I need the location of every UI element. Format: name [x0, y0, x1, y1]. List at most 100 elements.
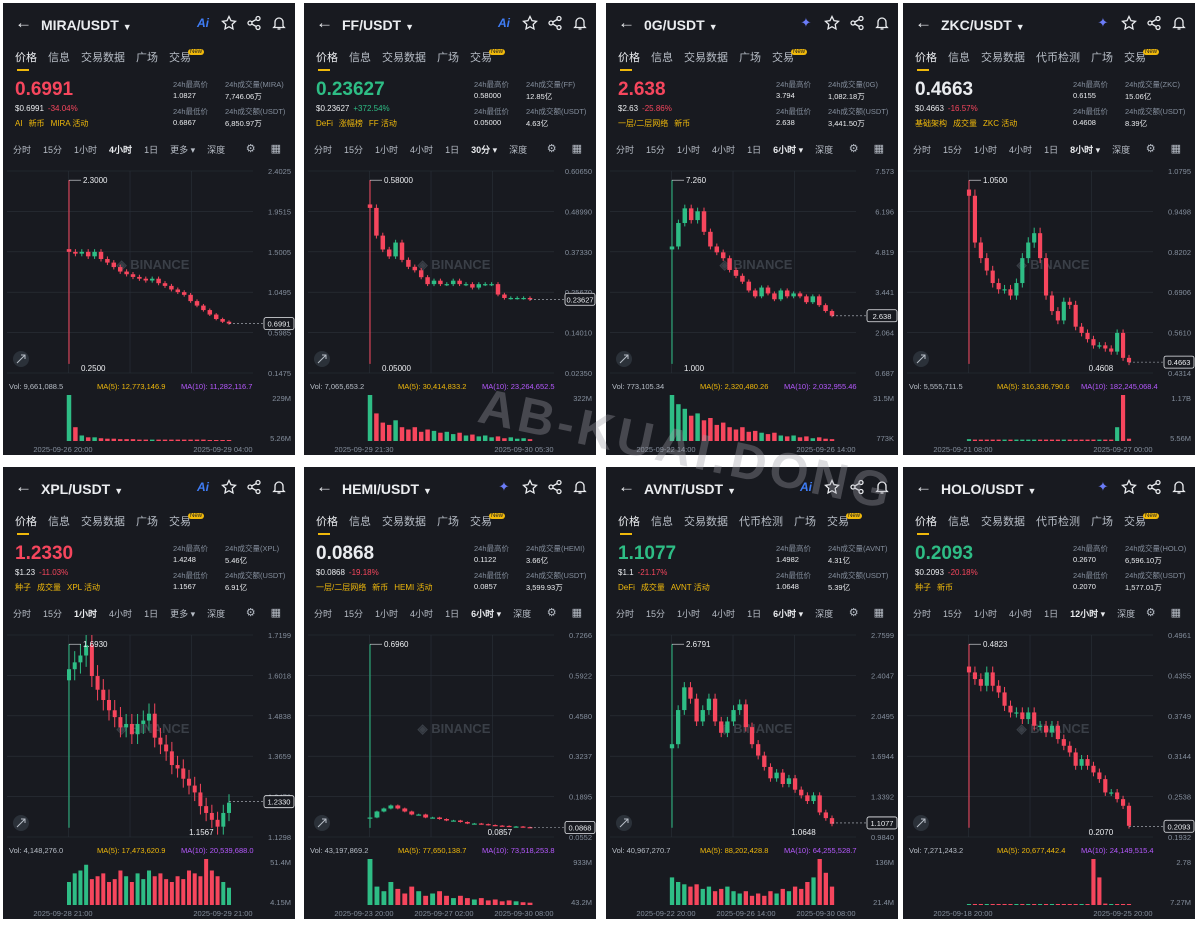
tab-2[interactable]: 交易数据 [382, 513, 426, 529]
back-arrow-icon[interactable]: ← [316, 477, 333, 496]
tab-2[interactable]: 交易数据 [81, 49, 125, 65]
ai-icon[interactable]: Ai [197, 16, 209, 30]
candlestick-chart[interactable]: 1.0795 0.9498 0.8202 0.6906 0.5610 0.4314 ◈ BI… [903, 161, 1195, 455]
timeframe-option[interactable]: 15分 [943, 609, 963, 619]
tag[interactable]: 一层/二层网络 [618, 119, 669, 128]
timeframe-option[interactable]: 6小时 ▾ [471, 609, 502, 619]
tag[interactable]: XPL 活动 [67, 583, 101, 592]
tab-2[interactable]: 交易数据 [981, 513, 1025, 529]
timeframe-option[interactable]: 1日 [1044, 145, 1059, 155]
tab-1[interactable]: 信息 [349, 513, 371, 529]
timeframe-option[interactable]: 1日 [747, 609, 762, 619]
timeframe-option[interactable]: 4小时 [1009, 609, 1033, 619]
tab-4[interactable]: 交易New [470, 49, 506, 65]
timeframe-option[interactable]: 6小时 ▾ [773, 609, 804, 619]
timeframe-option[interactable]: 1小时 [974, 145, 998, 155]
ai-icon[interactable]: Ai [498, 16, 510, 30]
timeframe-option[interactable]: 分时 [13, 609, 32, 619]
timeframe-option[interactable]: 1小时 [375, 609, 399, 619]
tab-3[interactable]: 代币检测 [739, 513, 783, 529]
chart-settings-icons[interactable]: ⚙ ▦ [546, 607, 588, 619]
timeframe-option[interactable]: 1小时 [677, 145, 701, 155]
timeframe-option[interactable]: 4小时 [410, 609, 434, 619]
favorite-star-icon[interactable] [221, 15, 237, 31]
timeframe-option[interactable]: 15分 [43, 145, 63, 155]
timeframe-option[interactable]: 分时 [913, 609, 932, 619]
pair-selector[interactable]: AVNT/USDT ▼ [644, 481, 736, 497]
chart-settings-icons[interactable]: ⚙ ▦ [1145, 143, 1187, 155]
pair-selector[interactable]: MIRA/USDT ▼ [41, 17, 132, 33]
favorite-star-icon[interactable] [522, 15, 538, 31]
timeframe-option[interactable]: 4小时 [109, 609, 133, 619]
tab-0[interactable]: 价格 [316, 513, 338, 535]
tag[interactable]: AVNT 活动 [670, 583, 710, 592]
timeframe-option[interactable]: 深度 [513, 609, 532, 619]
candlestick-chart[interactable]: 0.60650 0.48990 0.37330 0.25670 0.14010 0.023… [304, 161, 596, 455]
chart-settings-icons[interactable]: ⚙ ▦ [245, 607, 287, 619]
tab-2[interactable]: 交易数据 [81, 513, 125, 529]
timeframe-option[interactable]: 15分 [646, 145, 666, 155]
tab-1[interactable]: 信息 [349, 49, 371, 65]
timeframe-option[interactable]: 1日 [747, 145, 762, 155]
timeframe-option[interactable]: 深度 [1117, 609, 1136, 619]
tab-4[interactable]: 广场 [1091, 513, 1113, 529]
favorite-star-icon[interactable] [824, 15, 840, 31]
tab-4[interactable]: 交易New [169, 513, 205, 529]
share-icon[interactable] [849, 479, 865, 495]
tag[interactable]: 种子 [15, 583, 31, 592]
tab-4[interactable]: 交易New [169, 49, 205, 65]
bell-icon[interactable] [572, 15, 588, 31]
tag[interactable]: 新币 [937, 583, 953, 592]
tab-3[interactable]: 代币检测 [1036, 49, 1080, 65]
tab-1[interactable]: 信息 [48, 513, 70, 529]
timeframe-option[interactable]: 8小时 ▾ [1070, 145, 1101, 155]
tab-0[interactable]: 价格 [15, 513, 37, 535]
timeframe-option[interactable]: 1日 [445, 609, 460, 619]
tag[interactable]: FF 活动 [368, 119, 397, 128]
tab-1[interactable]: 信息 [651, 49, 673, 65]
tab-0[interactable]: 价格 [915, 49, 937, 71]
tag[interactable]: 新币 [674, 119, 691, 128]
candlestick-chart[interactable]: 2.4025 1.9515 1.5005 1.0495 0.5985 0.1475 ◈ BI… [3, 161, 295, 455]
tab-5[interactable]: 交易New [1124, 49, 1160, 65]
timeframe-option[interactable]: 深度 [815, 609, 834, 619]
timeframe-option[interactable]: 1小时 [375, 145, 399, 155]
chart-settings-icons[interactable]: ⚙ ▦ [848, 143, 890, 155]
tab-1[interactable]: 信息 [48, 49, 70, 65]
timeframe-option[interactable]: 深度 [207, 609, 226, 619]
tag[interactable]: HEMI 活动 [394, 583, 433, 592]
tag[interactable]: 成交量 [640, 583, 665, 592]
share-icon[interactable] [1146, 479, 1162, 495]
pair-selector[interactable]: 0G/USDT ▼ [644, 17, 718, 33]
ai-icon[interactable]: ✦ [1097, 15, 1109, 30]
chart-settings-icons[interactable]: ⚙ ▦ [848, 607, 890, 619]
bell-icon[interactable] [1171, 15, 1187, 31]
bell-icon[interactable] [874, 15, 890, 31]
back-arrow-icon[interactable]: ← [618, 477, 635, 496]
bell-icon[interactable] [572, 479, 588, 495]
timeframe-option[interactable]: 4小时 [1009, 145, 1033, 155]
favorite-star-icon[interactable] [221, 479, 237, 495]
candlestick-chart[interactable]: 0.7266 0.5922 0.4580 0.3237 0.1895 0.0552 ◈ BI… [304, 625, 596, 919]
chart-settings-icons[interactable]: ⚙ ▦ [245, 143, 287, 155]
favorite-star-icon[interactable] [824, 479, 840, 495]
timeframe-option[interactable]: 4小时 [712, 609, 736, 619]
tab-4[interactable]: 广场 [794, 513, 816, 529]
share-icon[interactable] [1146, 15, 1162, 31]
timeframe-option[interactable]: 1日 [445, 145, 460, 155]
timeframe-option[interactable]: 1小时 [677, 609, 701, 619]
timeframe-option[interactable]: 分时 [314, 609, 333, 619]
tab-3[interactable]: 广场 [437, 513, 459, 529]
tab-1[interactable]: 信息 [651, 513, 673, 529]
chart-settings-icons[interactable]: ⚙ ▦ [1145, 607, 1187, 619]
tab-3[interactable]: 广场 [136, 49, 158, 65]
timeframe-option[interactable]: 分时 [314, 145, 333, 155]
timeframe-option[interactable]: 1小时 [974, 609, 998, 619]
timeframe-option[interactable]: 4小时 [109, 145, 133, 155]
share-icon[interactable] [849, 15, 865, 31]
timeframe-option[interactable]: 深度 [207, 145, 226, 155]
timeframe-option[interactable]: 1小时 [74, 145, 98, 155]
bell-icon[interactable] [1171, 479, 1187, 495]
back-arrow-icon[interactable]: ← [915, 13, 932, 32]
